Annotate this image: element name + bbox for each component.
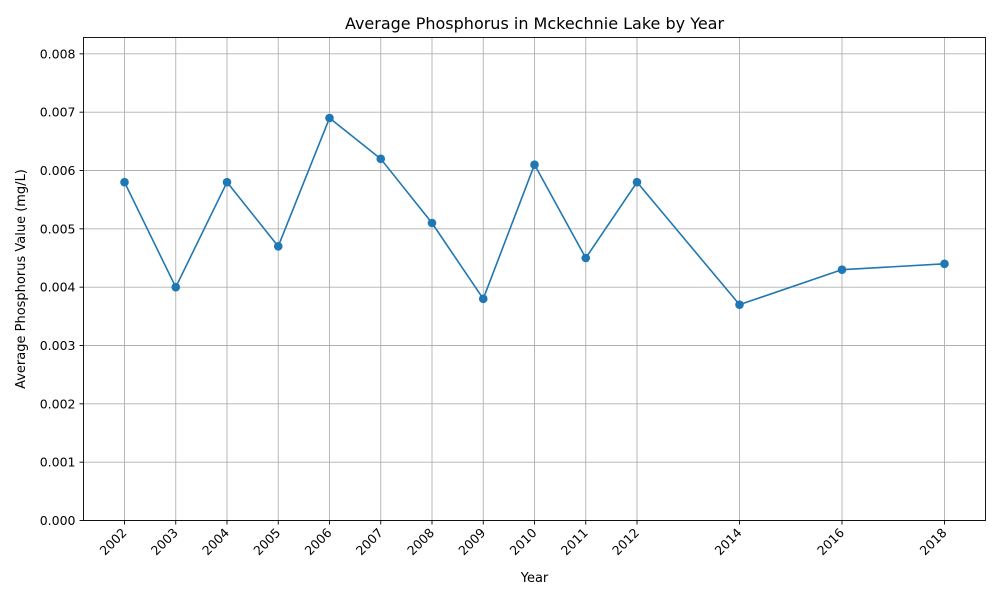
y-tick-label: 0.007 [40, 105, 76, 120]
data-point [837, 265, 847, 274]
data-point [530, 160, 539, 169]
y-axis: 0.000 0.001 0.002 0.003 0.004 0.005 0.006 0.007… [40, 46, 84, 528]
data-point [427, 218, 437, 228]
data-point [273, 242, 283, 251]
x-tick-label: 2011 [558, 525, 591, 558]
y-tick-label: 0.006 [40, 163, 76, 178]
x-tick-label: 2014 [712, 525, 745, 558]
x-tick-label: 2003 [148, 525, 181, 558]
data-point [632, 177, 642, 187]
x-tick-label: 2005 [250, 525, 283, 558]
data-point [222, 177, 232, 187]
series-line [123, 117, 945, 306]
x-axis-label: Year [520, 571, 549, 586]
data-point [325, 113, 334, 123]
y-tick-label: 0.004 [40, 280, 76, 295]
data-point [376, 154, 386, 164]
y-axis-label: Average Phosphorus Value (mg/L) [14, 169, 29, 389]
y-tick-label: 0.001 [40, 455, 76, 470]
y-tick-label: 0.000 [40, 513, 76, 528]
x-tick-label: 2016 [814, 525, 847, 558]
x-tick-label: 2007 [353, 525, 386, 558]
grid-lines [83, 37, 986, 521]
x-tick-label: 2009 [455, 525, 488, 558]
x-tick-label: 2012 [609, 525, 642, 558]
data-point [478, 294, 488, 304]
y-tick-label: 0.008 [40, 46, 76, 61]
y-tick-label: 0.002 [40, 396, 76, 411]
data-point [171, 282, 181, 292]
data-point [940, 259, 949, 269]
x-tick-label: 2008 [404, 525, 437, 558]
x-axis: 2002 2003 2004 2005 2006 2007 2008 2009 2010 2011… [97, 520, 950, 558]
x-tick-label: 2002 [97, 525, 130, 558]
x-tick-label: 2006 [302, 525, 335, 558]
y-tick-label: 0.005 [40, 221, 76, 236]
x-tick-label: 2004 [199, 525, 232, 558]
x-tick-label: 2018 [917, 525, 950, 558]
series-layer [120, 113, 949, 309]
chart-title: Average Phosphorus in Mckechnie Lake by … [345, 14, 725, 33]
data-point [735, 300, 744, 309]
data-point [120, 177, 129, 187]
y-tick-label: 0.003 [40, 338, 76, 353]
x-tick-label: 2010 [507, 525, 540, 558]
data-point [581, 253, 591, 263]
